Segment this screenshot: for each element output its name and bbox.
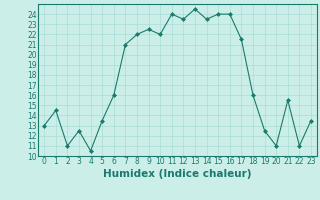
- X-axis label: Humidex (Indice chaleur): Humidex (Indice chaleur): [103, 169, 252, 179]
